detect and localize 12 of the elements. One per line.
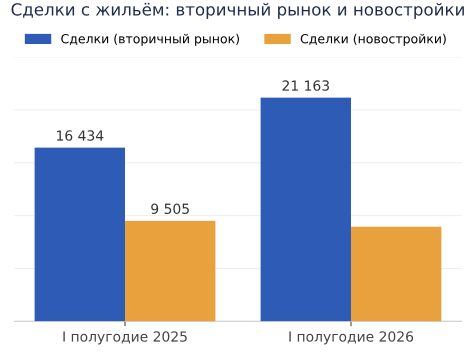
legend-label: Сделки (вторичный рынок) <box>61 34 239 46</box>
chart-title: Сделки с жильём: вторичный рынок и новостройки <box>12 2 464 19</box>
bar <box>260 98 351 322</box>
data-label: 21 163 <box>282 80 329 91</box>
bar <box>350 226 442 322</box>
x-tick-label: I полугодие 2025 <box>63 331 187 344</box>
legend-label: Сделки (новостройки) <box>300 34 446 46</box>
data-label: 16 434 <box>57 130 104 141</box>
bar <box>125 220 216 322</box>
bar <box>34 148 126 322</box>
data-label: 9 505 <box>151 203 189 214</box>
x-tick-label: I полугодие 2026 <box>289 331 414 344</box>
